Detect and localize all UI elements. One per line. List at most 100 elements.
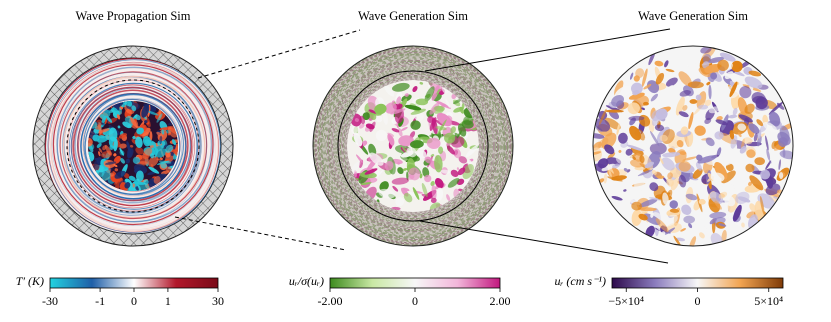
- flow-blob: [623, 168, 629, 172]
- flow-blob: [410, 140, 424, 149]
- flow-blob: [161, 129, 165, 135]
- colorbar: [611, 277, 784, 289]
- flow-blob: [359, 171, 377, 179]
- colorbar-tick-label: 30: [212, 294, 224, 308]
- flow-blob: [615, 154, 624, 164]
- flow-blob: [397, 161, 400, 165]
- flow-blob: [744, 103, 755, 114]
- flow-blob: [699, 215, 709, 228]
- flow-blob: [746, 149, 756, 158]
- flow-blob: [378, 188, 396, 199]
- flow-blob: [159, 135, 163, 145]
- flow-blob: [716, 147, 722, 157]
- flow-blob: [379, 181, 389, 192]
- flow-blob: [130, 117, 138, 128]
- flow-blob: [408, 167, 421, 181]
- flow-blob: [763, 121, 778, 133]
- flow-blob: [645, 225, 655, 238]
- colorbar-tick-label: −5×10⁴: [608, 294, 644, 308]
- flow-blob: [721, 170, 736, 184]
- flow-blob: [135, 146, 144, 155]
- flow-blob: [641, 68, 648, 88]
- flow-blob: [678, 174, 687, 188]
- flow-blob: [156, 113, 163, 123]
- flow-blob: [760, 169, 771, 180]
- wave-ring: [322, 55, 504, 237]
- flow-blob: [659, 134, 668, 142]
- flow-blob: [683, 215, 696, 224]
- wave-ring: [84, 98, 183, 196]
- flow-blob: [667, 172, 673, 180]
- flow-blob: [748, 70, 762, 77]
- flow-blob: [685, 193, 698, 201]
- flow-blob: [143, 179, 149, 185]
- flow-blob: [135, 170, 144, 182]
- flow-blob: [627, 102, 640, 115]
- flow-blob: [406, 171, 409, 181]
- flow-blob: [655, 72, 665, 85]
- flow-blob: [422, 167, 430, 178]
- flow-blob: [673, 235, 682, 246]
- flow-blob: [153, 175, 161, 184]
- flow-blob: [768, 160, 772, 164]
- flow-blob: [119, 147, 124, 156]
- flow-blob: [387, 134, 394, 145]
- flow-blob: [424, 174, 432, 183]
- wave-ring: [50, 63, 219, 232]
- flow-blob: [384, 102, 397, 114]
- flow-blob: [618, 149, 622, 153]
- flow-blob: [424, 156, 433, 164]
- flow-blob: [171, 139, 177, 146]
- flow-blob: [778, 137, 788, 147]
- flow-blob: [669, 208, 680, 213]
- colorbar-tick-label: 0: [131, 294, 137, 308]
- flow-blob: [762, 114, 768, 125]
- flow-blob: [744, 76, 763, 89]
- flow-blob: [142, 147, 153, 159]
- flow-blob: [739, 145, 747, 154]
- flow-blob: [649, 182, 659, 192]
- colorbar-tick-label: -30: [42, 294, 58, 308]
- flow-blob: [593, 133, 605, 139]
- flow-blob: [634, 175, 646, 192]
- flow-blob: [349, 161, 361, 175]
- colorbar-tick-label: -2.00: [318, 294, 343, 308]
- flow-blob: [611, 196, 623, 201]
- flow-blob: [113, 138, 118, 152]
- flow-blob: [628, 115, 645, 121]
- colorbar-label: uᵣ/σ(uᵣ): [289, 274, 324, 288]
- flow-blob: [704, 99, 712, 107]
- flow-blob: [631, 201, 642, 211]
- wave-ring: [52, 64, 214, 226]
- flow-blob: [362, 112, 370, 121]
- flow-blob: [697, 155, 717, 164]
- flow-blob: [718, 191, 728, 199]
- flow-blob: [629, 72, 634, 80]
- flow-blob: [687, 81, 704, 89]
- flow-blob: [123, 173, 130, 179]
- flow-blob: [729, 81, 738, 98]
- flow-blob: [721, 152, 733, 167]
- flow-blob: [608, 166, 613, 180]
- flow-blob: [465, 145, 478, 158]
- wave-ring: [316, 49, 510, 243]
- wave-ring: [315, 48, 511, 244]
- flow-blob: [149, 131, 153, 141]
- wave-ring: [77, 88, 191, 202]
- flow-blob: [149, 153, 155, 159]
- flow-blob: [684, 146, 691, 153]
- flow-blob: [708, 84, 712, 100]
- flow-blob: [450, 169, 459, 177]
- flow-blob: [144, 120, 148, 124]
- flow-blob: [635, 68, 645, 78]
- wave-ring: [339, 72, 487, 220]
- flow-blob: [116, 113, 121, 120]
- flow-blob: [689, 99, 698, 104]
- flow-blob: [458, 156, 468, 164]
- flow-blob: [604, 144, 615, 155]
- flow-blob: [651, 110, 662, 122]
- flow-blob: [117, 125, 121, 129]
- colorbar-tick-label: 0: [412, 294, 418, 308]
- flow-blob: [450, 126, 456, 134]
- flow-blob: [391, 82, 410, 92]
